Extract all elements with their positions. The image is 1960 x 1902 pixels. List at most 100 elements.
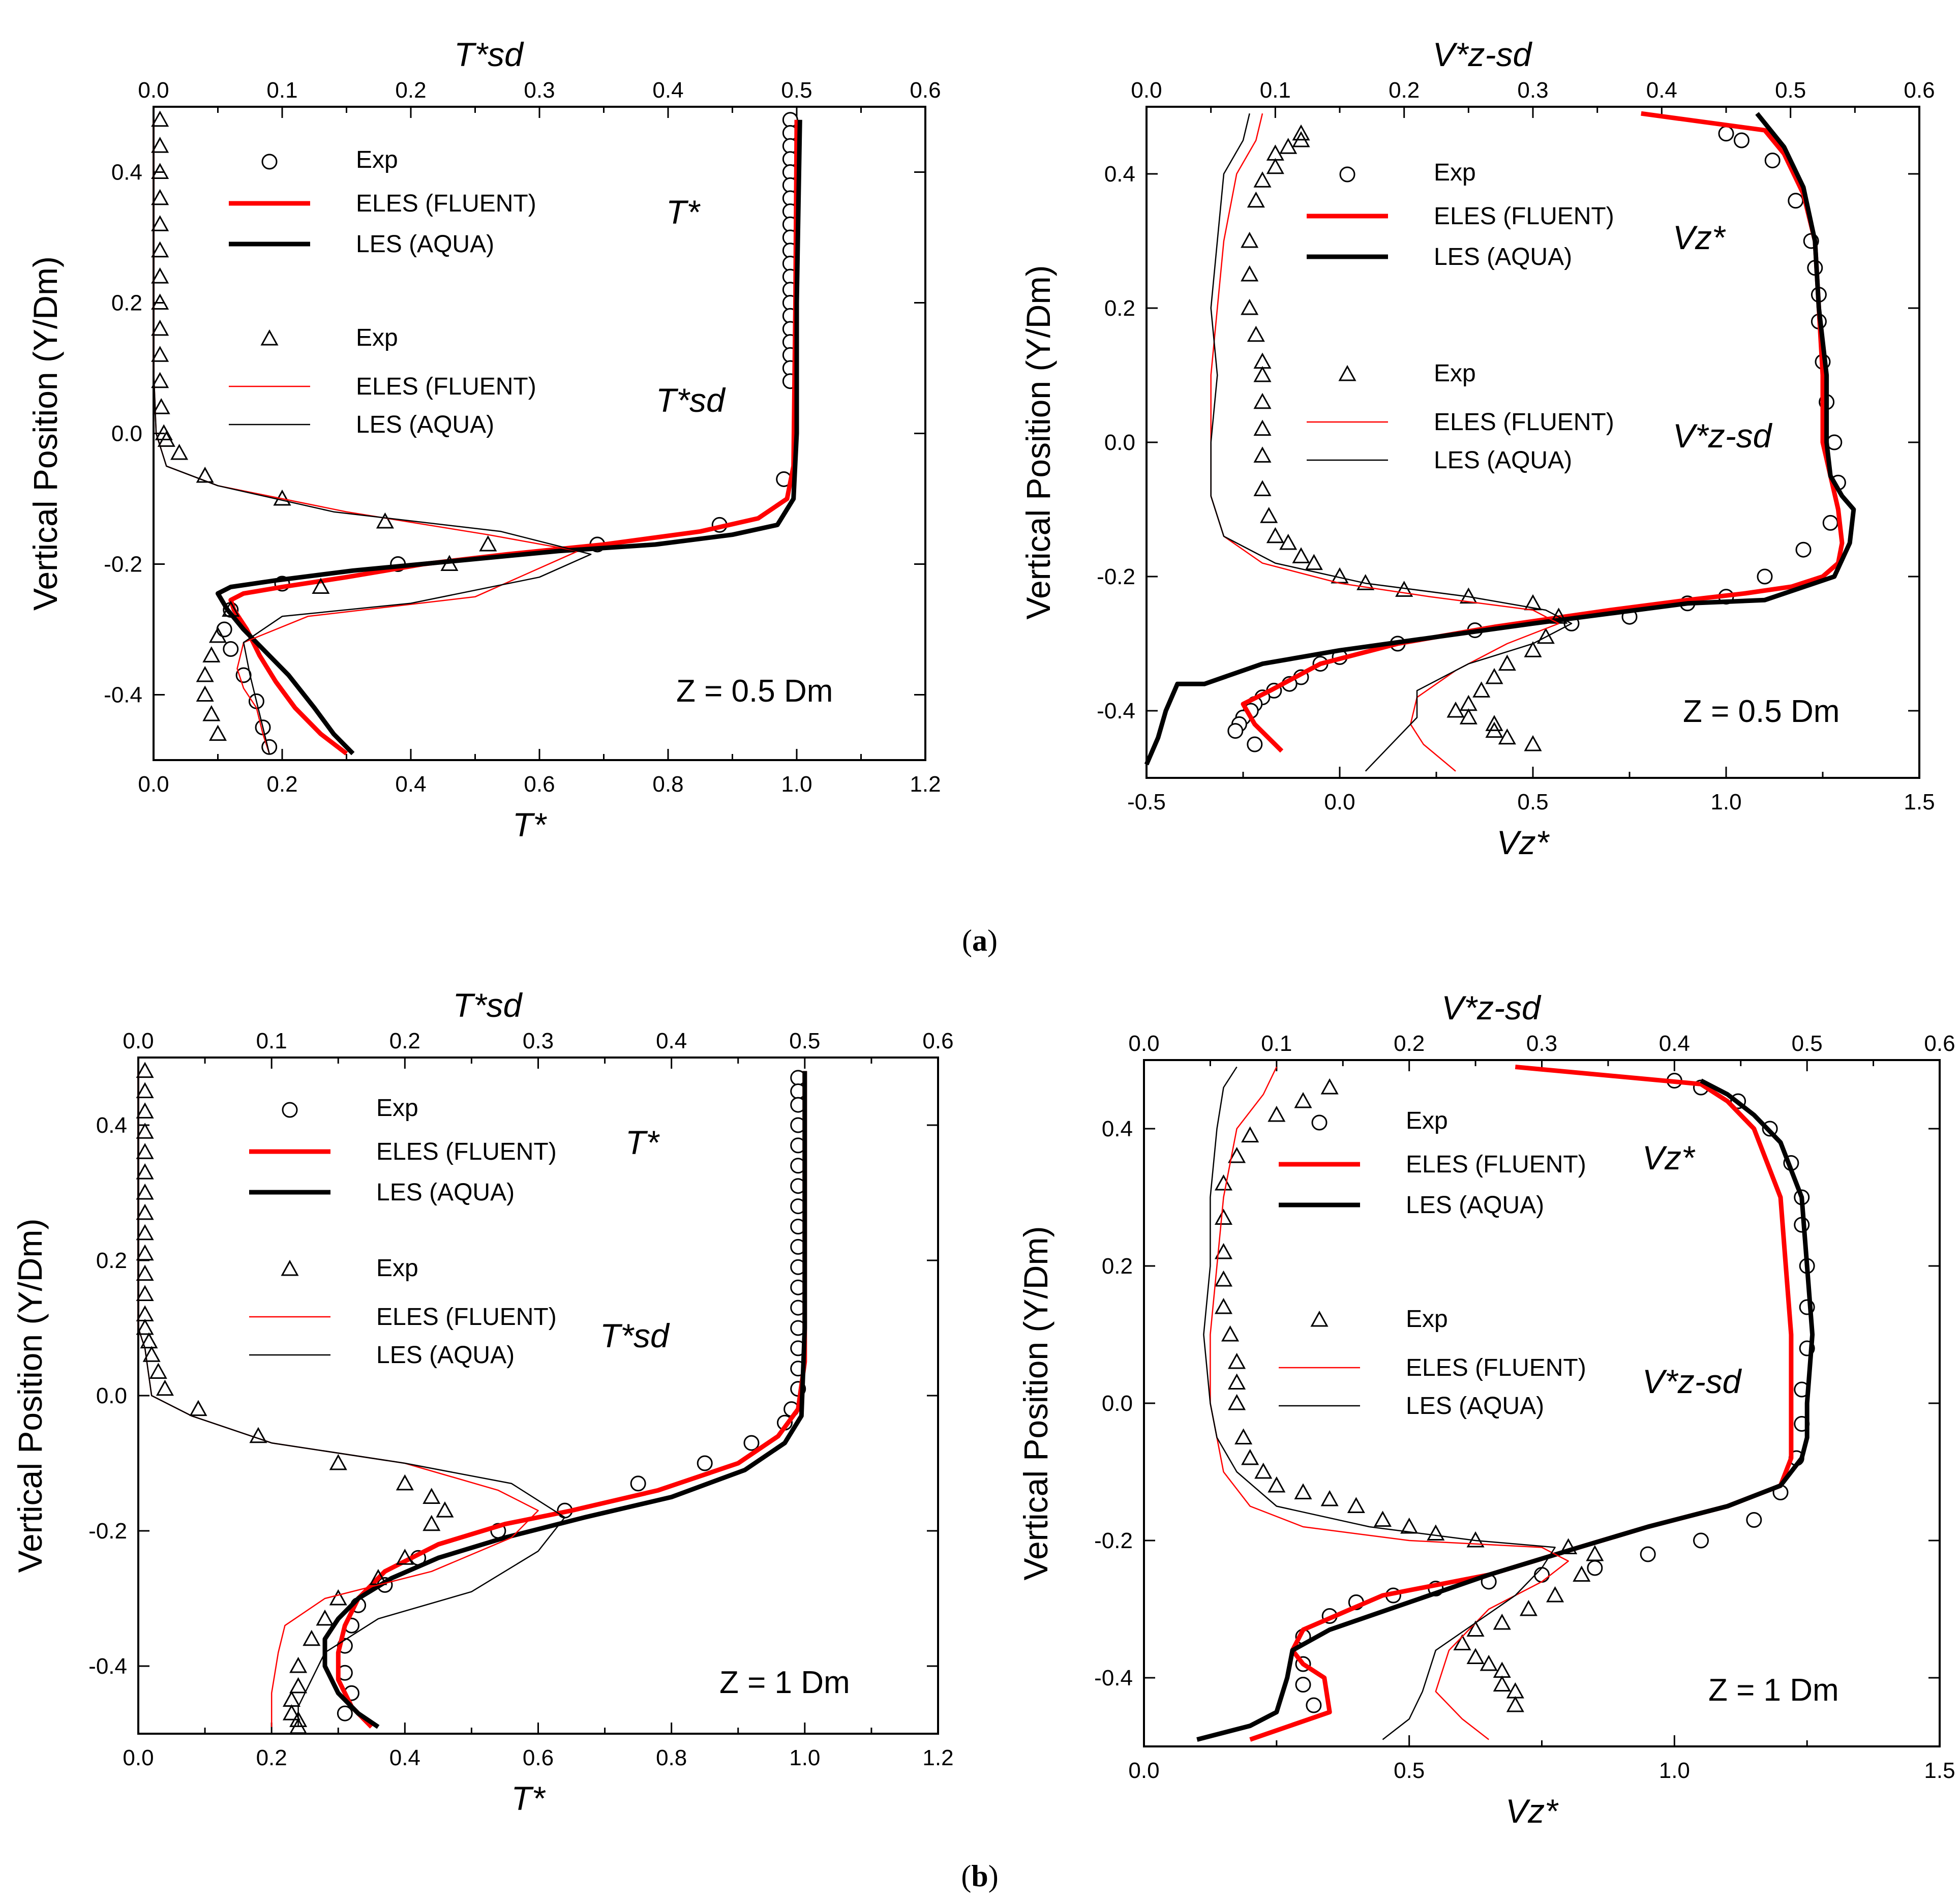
- data-point-exp-triangle: [1241, 265, 1259, 282]
- chart-panel-b-left: 0.0 0.2 0.4 0.6 0.8 1.0 1.2 0.0 0.1 0.2 0.3 0.4 0.5 0…: [11, 986, 954, 1817]
- data-point-exp-triangle: [151, 215, 169, 231]
- data-point-exp-circle: [1227, 723, 1244, 739]
- data-point-exp-triangle: [136, 1244, 154, 1261]
- data-point-exp-triangle: [1498, 728, 1516, 745]
- data-point-exp-triangle: [289, 1717, 308, 1734]
- data-point-exp-triangle: [1279, 533, 1298, 550]
- series-line-eles-mean: [228, 119, 799, 756]
- caption-a: (a): [962, 924, 998, 957]
- x-top-tick-label: 0.3: [1526, 1031, 1557, 1056]
- x-bottom-tick-label: -0.5: [1127, 790, 1166, 814]
- data-point-exp-triangle: [1480, 1654, 1498, 1671]
- y-tick-label: 0.0: [111, 421, 142, 446]
- y-tick-label: -0.2: [1094, 1528, 1133, 1553]
- data-point-exp-triangle: [136, 1264, 154, 1281]
- y-tick-label: 0.4: [1102, 1116, 1133, 1141]
- y-axis-label: Vertical Position (Y/Dm): [26, 256, 64, 611]
- data-point-exp-circle: [1693, 1532, 1709, 1549]
- x-top-tick-label: 0.6: [922, 1029, 953, 1053]
- y-tick-label: -0.2: [88, 1519, 127, 1544]
- data-point-exp-triangle: [1493, 1613, 1511, 1630]
- data-point-exp-circle: [1640, 1546, 1656, 1562]
- data-point-exp-triangle: [1573, 1565, 1591, 1582]
- x-bottom-tick-label: 0.2: [256, 1745, 287, 1770]
- data-point-exp-triangle: [1253, 366, 1272, 382]
- x-bottom-tick-label: 1.2: [922, 1745, 953, 1770]
- data-point-exp-triangle: [1485, 721, 1503, 738]
- data-point-exp-triangle: [1214, 1243, 1233, 1259]
- legend-mean-les-label: LES (AQUA): [1434, 244, 1572, 270]
- data-point-exp-triangle: [1546, 1586, 1564, 1603]
- legend-exp-circle-icon: [282, 1102, 298, 1118]
- data-point-exp-circle: [697, 1455, 713, 1471]
- x-top-tick-label: 0.3: [523, 1029, 554, 1053]
- data-point-exp-triangle: [155, 424, 173, 440]
- data-point-exp-triangle: [196, 466, 214, 483]
- x-bottom-tick-label: 0.0: [1128, 1758, 1159, 1783]
- legend-sd-eles-label: ELES (FLUENT): [356, 373, 536, 400]
- x-bottom-tick-label: 0.5: [1517, 790, 1548, 814]
- data-point-exp-triangle: [1241, 298, 1259, 315]
- data-point-exp-triangle: [196, 666, 214, 682]
- caption-a-letter: a: [972, 924, 987, 957]
- legend-exp-triangle-icon: [260, 329, 279, 346]
- data-point-exp-circle: [1733, 132, 1750, 148]
- legend-sd-eles-label: ELES (FLUENT): [1406, 1354, 1586, 1381]
- x-bottom-tick-label: 1.2: [910, 772, 941, 797]
- data-point-exp-triangle: [1247, 325, 1265, 342]
- data-point-exp-triangle: [1221, 1325, 1240, 1342]
- data-point-exp-circle: [630, 1475, 646, 1492]
- data-point-exp-triangle: [369, 1569, 387, 1585]
- data-point-exp-triangle: [1472, 681, 1491, 698]
- data-point-exp-triangle: [1266, 527, 1284, 544]
- data-point-exp-triangle: [1498, 654, 1516, 671]
- data-point-exp-triangle: [1228, 1394, 1246, 1410]
- x-top-tick-label: 0.2: [389, 1029, 420, 1053]
- data-point-exp-triangle: [136, 1224, 154, 1241]
- legend-sd-exp-label: Exp: [1406, 1306, 1448, 1333]
- x-bottom-axis-label: Vz*: [1497, 824, 1550, 861]
- data-point-exp-triangle: [1453, 1634, 1471, 1650]
- data-point-exp-triangle: [1292, 124, 1310, 141]
- z-position-annotation: Z = 1 Dm: [719, 1665, 850, 1700]
- legend-mean-eles-label: ELES (FLUENT): [376, 1138, 557, 1165]
- series-line-les-mean: [1196, 1078, 1815, 1742]
- x-top-tick-label: 0.0: [138, 78, 169, 103]
- z-position-annotation: Z = 0.5 Dm: [1683, 694, 1840, 729]
- x-bottom-tick-label: 1.5: [1924, 1758, 1955, 1783]
- y-tick-label: -0.2: [104, 552, 142, 577]
- x-top-tick-label: 0.6: [1924, 1031, 1955, 1056]
- data-point-exp-triangle: [1292, 547, 1310, 563]
- x-bottom-axis-label: Vz*: [1505, 1792, 1559, 1830]
- data-point-exp-circle: [743, 1435, 760, 1451]
- data-point-exp-triangle: [189, 1400, 207, 1416]
- x-bottom-tick-label: 0.4: [389, 1745, 420, 1770]
- data-point-exp-triangle: [1466, 1648, 1485, 1664]
- data-point-exp-triangle: [1214, 1209, 1233, 1225]
- x-top-tick-label: 0.5: [781, 78, 812, 103]
- legend-sd-eles-label: ELES (FLUENT): [376, 1304, 557, 1331]
- data-point-exp-triangle: [136, 1183, 154, 1200]
- data-point-exp-triangle: [316, 1609, 334, 1626]
- legend-mean-eles-label: ELES (FLUENT): [356, 190, 536, 217]
- data-point-exp-triangle: [202, 705, 221, 721]
- x-top-tick-label: 0.0: [123, 1029, 154, 1053]
- data-point-exp-triangle: [1268, 1476, 1286, 1493]
- data-point-exp-triangle: [1228, 1146, 1246, 1163]
- data-point-exp-triangle: [396, 1549, 414, 1565]
- data-point-exp-triangle: [282, 1690, 301, 1707]
- data-point-exp-triangle: [1506, 1696, 1524, 1712]
- data-point-exp-triangle: [1247, 191, 1265, 208]
- legend-mean-exp-label: Exp: [376, 1095, 418, 1122]
- data-point-exp-triangle: [1228, 1373, 1246, 1390]
- x-bottom-tick-label: 0.4: [395, 772, 426, 797]
- caption-b-letter: b: [971, 1859, 988, 1893]
- y-axis-label: Vertical Position (Y/Dm): [1017, 1226, 1054, 1581]
- legend-mean-exp-label: Exp: [1434, 159, 1476, 186]
- series-line-les-mean: [322, 1071, 807, 1729]
- data-point-exp-triangle: [1253, 171, 1272, 188]
- y-tick-label: 0.2: [111, 291, 142, 316]
- y-tick-label: 0.0: [1102, 1391, 1133, 1416]
- data-point-exp-circle: [1718, 126, 1734, 142]
- legend-sd-les-label: LES (AQUA): [356, 411, 494, 438]
